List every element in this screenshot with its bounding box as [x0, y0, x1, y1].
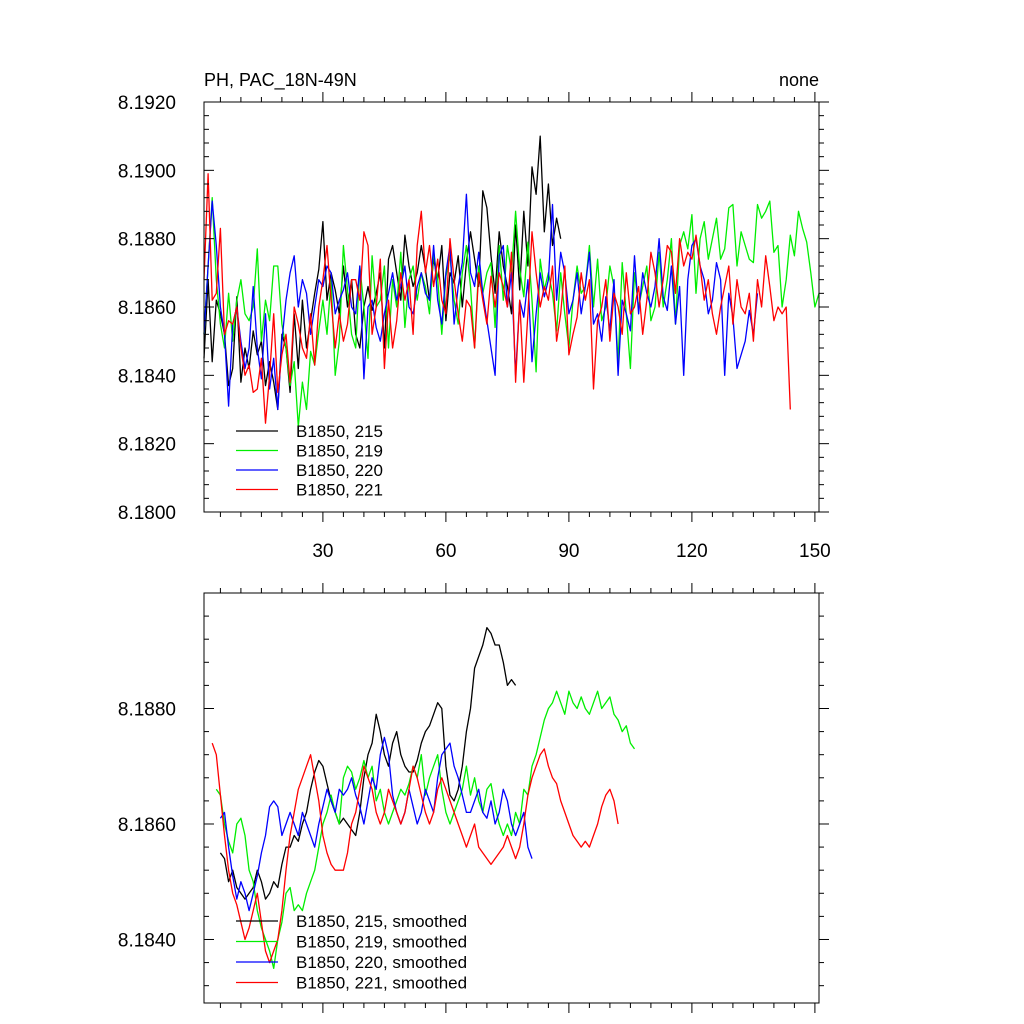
bottom-legend: B1850, 215, smoothed B1850, 219, smoothed… — [236, 912, 467, 993]
top-y-tick-label: 8.1900 — [118, 161, 176, 182]
top-panel-title: PH, PAC_18N-49N — [204, 70, 357, 91]
top-y-tick-label: 8.1800 — [118, 503, 176, 524]
top-y-tick-label: 8.1920 — [118, 93, 176, 114]
top-x-tick-label: 90 — [558, 541, 579, 562]
top-series-line-1 — [203, 135, 562, 411]
top-plot-frame — [203, 101, 820, 513]
bottom-y-tick-label: 8.1840 — [118, 930, 176, 951]
bottom-legend-label-1: B1850, 215, smoothed — [296, 912, 467, 931]
top-legend-label-1: B1850, 215 — [296, 422, 383, 441]
top-x-tick-label: 60 — [435, 541, 456, 562]
top-series-group — [203, 135, 820, 428]
top-y-tick-label: 8.1820 — [118, 435, 176, 456]
bottom-series-line-1 — [219, 626, 517, 900]
bottom-y-tick-label: 8.1860 — [118, 815, 176, 836]
top-y-tick-label: 8.1880 — [118, 230, 176, 251]
top-panel-right-title: none — [779, 70, 819, 90]
bottom-legend-label-2: B1850, 219, smoothed — [296, 933, 467, 952]
top-x-tick-label: 150 — [799, 541, 831, 562]
top-legend-label-2: B1850, 219 — [296, 442, 383, 461]
bottom-series-line-3 — [219, 736, 533, 912]
top-x-tick-label: 120 — [676, 541, 708, 562]
top-x-tick-label: 30 — [312, 541, 333, 562]
top-legend-label-3: B1850, 220 — [296, 461, 383, 480]
top-series-line-4 — [203, 173, 791, 424]
bottom-series-line-4 — [211, 742, 619, 964]
top-y-tick-label: 8.1840 — [118, 366, 176, 387]
bottom-legend-label-4: B1850, 221, smoothed — [296, 974, 467, 993]
top-axes: 30 60 90 120 150 8.1800 8.1820 8.1840 8.1860 8.18… — [118, 92, 831, 562]
bottom-series-group — [211, 626, 636, 970]
bottom-series-line-2 — [215, 690, 636, 970]
top-series-line-3 — [203, 193, 759, 411]
top-panel: PH, PAC_18N-49N none 30 60 90 120 150 8.1800 8… — [118, 70, 831, 562]
bottom-legend-label-3: B1850, 220, smoothed — [296, 953, 467, 972]
top-legend-label-4: B1850, 221 — [296, 481, 383, 500]
bottom-y-tick-label: 8.1880 — [118, 699, 176, 720]
bottom-plot-frame — [203, 592, 820, 1004]
bottom-axes: 8.1840 8.1860 8.1880 — [118, 583, 829, 1013]
top-y-tick-label: 8.1860 — [118, 298, 176, 319]
